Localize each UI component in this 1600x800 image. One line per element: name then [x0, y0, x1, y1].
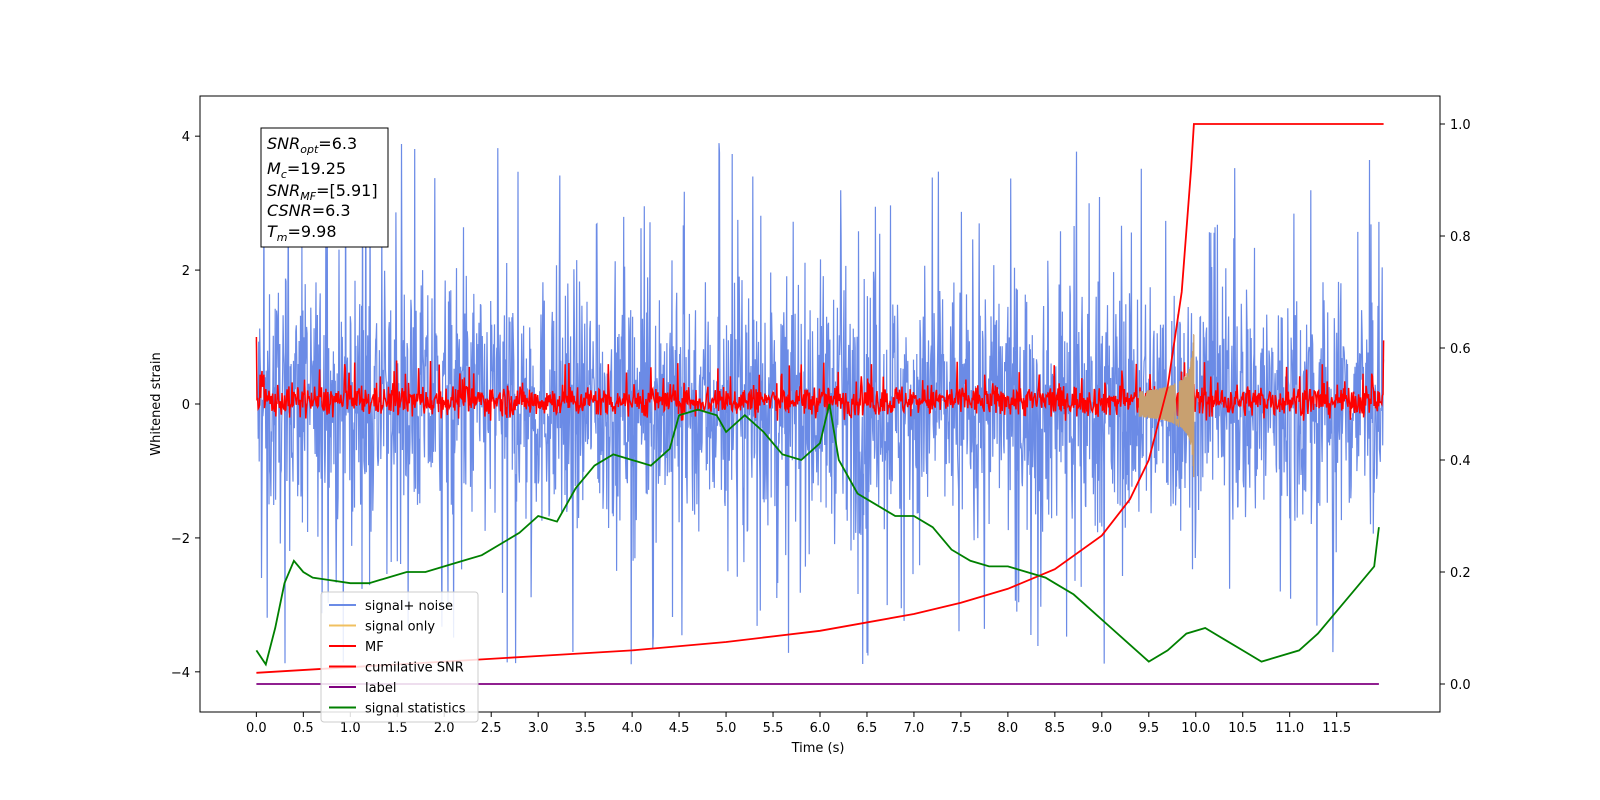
y-tick-label: −4: [171, 666, 190, 681]
y2-tick-label: 0.8: [1450, 230, 1471, 245]
legend-label: cumilative SNR: [365, 661, 464, 676]
x-tick-label: 10.0: [1181, 721, 1210, 736]
legend-label: label: [365, 681, 396, 696]
x-tick-label: 3.0: [528, 721, 549, 736]
x-tick-label: 0.5: [293, 721, 314, 736]
x-tick-label: 7.5: [951, 721, 972, 736]
y2-tick-label: 0.0: [1450, 678, 1471, 693]
x-tick-label: 6.5: [857, 721, 878, 736]
x-axis-ticks: 0.0 0.5 1.0 1.5 2.0 2.5 3.0 3.5 4.0 4.5 5.0 5.5 6.0 6…: [246, 712, 1351, 736]
y-tick-label: 0: [182, 398, 190, 413]
x-tick-label: 5.5: [763, 721, 784, 736]
svg-text:SNRopt=6.3: SNRopt=6.3: [267, 134, 357, 156]
series-cumulative-snr: [256, 123, 1384, 674]
svg-text:CSNR=6.3: CSNR=6.3: [267, 201, 351, 220]
y2-tick-label: 0.4: [1450, 454, 1471, 469]
cumulative-snr-line: [256, 123, 1384, 674]
series-signal-statistics: [255, 403, 1380, 667]
svg-text:Mc=19.25: Mc=19.25: [267, 159, 346, 181]
y2-tick-label: 0.6: [1450, 342, 1471, 357]
svg-text:Tm=9.98: Tm=9.98: [267, 222, 337, 244]
y2-tick-label: 0.2: [1450, 566, 1471, 581]
info-box-frame: [260, 127, 389, 248]
info-csnr: =6.3: [312, 201, 351, 220]
x-tick-label: 6.0: [810, 721, 831, 736]
series-mf: [255, 336, 1385, 421]
y-axis-label: Whitened strain: [149, 352, 164, 455]
x-tick-label: 8.0: [998, 721, 1019, 736]
legend-label: MF: [365, 640, 384, 655]
svg-text:SNRMF=[5.91]: SNRMF=[5.91]: [267, 181, 378, 203]
mf-line: [255, 336, 1385, 421]
x-tick-label: 11.0: [1275, 721, 1304, 736]
legend-frame: [320, 591, 479, 723]
info-snr-mf: =[5.91]: [316, 181, 378, 200]
x-tick-label: 7.0: [904, 721, 925, 736]
legend-label: signal only: [365, 620, 435, 635]
y-tick-label: 4: [182, 130, 190, 145]
x-tick-label: 3.5: [575, 721, 596, 736]
x-tick-label: 2.0: [434, 721, 455, 736]
info-snr-opt: =6.3: [318, 134, 357, 153]
x-tick-label: 9.0: [1091, 721, 1112, 736]
y2-tick-label: 1.0: [1450, 118, 1471, 133]
y-tick-label: −2: [171, 532, 190, 547]
y2-axis-ticks: 1.0 0.8 0.6 0.4 0.2 0.0: [1440, 118, 1471, 693]
x-axis-label: Time (s): [791, 741, 845, 756]
x-tick-label: 9.5: [1138, 721, 1159, 736]
x-tick-label: 2.5: [481, 721, 502, 736]
y-axis-ticks: 4 2 0 −2 −4: [171, 130, 200, 681]
info-mc: =19.25: [287, 159, 346, 178]
signal-only-line: [1138, 334, 1195, 478]
y-tick-label: 2: [182, 264, 190, 279]
x-tick-label: 11.5: [1322, 721, 1351, 736]
series-signal-noise: [255, 143, 1385, 665]
x-tick-label: 1.5: [387, 721, 408, 736]
series-signal-only: [1138, 334, 1195, 478]
x-tick-label: 4.5: [669, 721, 690, 736]
x-tick-label: 5.0: [716, 721, 737, 736]
signal-statistics-line: [255, 403, 1380, 667]
signal-noise-line: [255, 143, 1385, 665]
x-tick-label: 1.0: [340, 721, 361, 736]
legend: signal+ noise signal only MF cumilative SNR…: [320, 591, 479, 723]
x-tick-label: 8.5: [1045, 721, 1066, 736]
x-tick-label: 10.5: [1228, 721, 1257, 736]
legend-label: signal statistics: [365, 702, 466, 717]
x-tick-label: 4.0: [622, 721, 643, 736]
info-box: SNRopt=6.3 Mc=19.25 SNRMF=[5.91] CSNR=6.…: [260, 127, 389, 248]
legend-label: signal+ noise: [365, 599, 453, 614]
x-tick-label: 0.0: [246, 721, 267, 736]
info-tm: =9.98: [288, 222, 337, 241]
